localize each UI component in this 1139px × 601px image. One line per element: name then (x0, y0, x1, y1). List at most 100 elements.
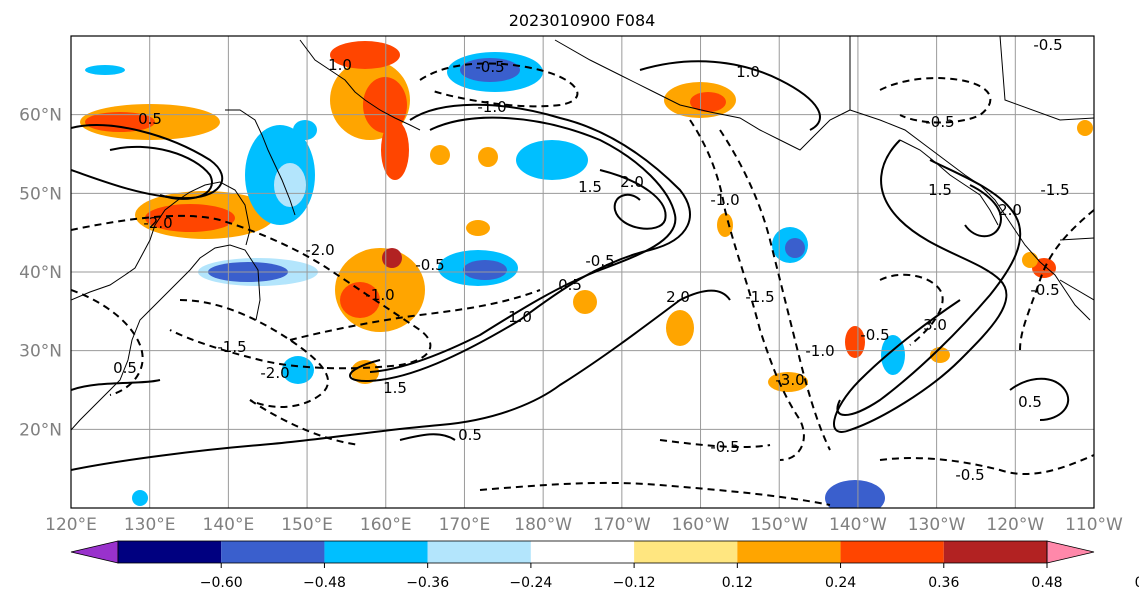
longitude-tick-label: 160°W (672, 515, 730, 535)
contour-label: -1.0 (710, 191, 739, 209)
colorbar-tick-label: 0.12 (722, 575, 753, 591)
contour-label: 1.5 (578, 178, 602, 196)
contour-label: -1.5 (1040, 181, 1069, 199)
anomaly-patch (825, 480, 885, 508)
anomaly-patch (466, 220, 490, 236)
colorbar-segment (118, 541, 222, 563)
anomaly-patch (382, 248, 402, 268)
map-area: 0.5 1.0 -0.5 -1.0 1.0 -0.5 -0.5 -2.0 -2.0 -0.5 -1.… (71, 36, 1094, 508)
colorbar-tick-labels: −0.60 −0.48 −0.36 −0.24 −0.12 0.12 0.24 0.36 0.4… (200, 563, 1139, 591)
colorbar-segment (324, 541, 428, 563)
anomaly-patch (85, 112, 155, 132)
anomaly-patch (293, 120, 317, 140)
colorbar-segment (427, 541, 531, 563)
contour-label: -1.0 (365, 286, 394, 304)
longitude-tick-label: 170°W (593, 515, 651, 535)
latitude-tick-label: 60°N (19, 106, 62, 126)
anomaly-patch (463, 260, 507, 280)
longitude-tick-label: 140°E (203, 515, 255, 535)
anomaly-patch (351, 360, 379, 384)
contour-label: 2.0 (666, 288, 690, 306)
contour-labels: 0.5 1.0 -0.5 -1.0 1.0 -0.5 -0.5 -2.0 -2.0 -0.5 -1.… (113, 36, 1070, 484)
contour-label: -1.0 (477, 98, 506, 116)
longitude-tick-label: 110°W (1065, 515, 1123, 535)
latitude-tick-label: 20°N (19, 420, 62, 440)
colorbar-tick-label: −0.12 (613, 575, 656, 591)
anomaly-patch (478, 147, 498, 167)
colorbar-extend-high (1046, 540, 1095, 564)
coastlines (71, 36, 1094, 431)
contour-label: 0.5 (558, 276, 582, 294)
anomaly-patch (381, 120, 409, 180)
colorbar-segment (840, 541, 944, 563)
gridlines (71, 36, 1094, 508)
colorbar-extend-low (70, 540, 119, 564)
contour-label: -2.0 (305, 241, 334, 259)
anomaly-patch (132, 490, 148, 506)
anomaly-patch (430, 145, 450, 165)
contour-label: -0.5 (1030, 281, 1059, 299)
contour-label: -1.5 (217, 338, 246, 356)
contour-label: -0.5 (475, 58, 504, 76)
anomaly-patch (717, 213, 733, 237)
anomaly-patch (330, 41, 400, 69)
contour-label: 3.0 (923, 316, 947, 334)
longitude-tick-label: 130°E (124, 515, 176, 535)
latitude-labels: 20°N 30°N 40°N 50°N 60°N (19, 106, 62, 441)
colorbar-segment (221, 541, 325, 563)
anomaly-patch (145, 204, 235, 232)
anomaly-patch (573, 290, 597, 314)
contour-label: -2.0 (260, 364, 289, 382)
contour-label: -3.0 (775, 371, 804, 389)
colorbar-tick-label: 0.36 (928, 575, 959, 591)
longitude-tick-label: 120°E (45, 515, 97, 535)
colorbar-tick-label: −0.60 (200, 575, 243, 591)
anomaly-patch (785, 238, 805, 258)
anomaly-patch (516, 140, 588, 180)
longitude-tick-label: 120°W (986, 515, 1044, 535)
colorbar-tick-label: 0.24 (825, 575, 856, 591)
latitude-tick-label: 30°N (19, 342, 62, 362)
colorbar-segment (737, 541, 841, 563)
contour-label: -0.5 (415, 256, 444, 274)
map-frame (70, 35, 1095, 509)
longitude-tick-label: 140°W (829, 515, 887, 535)
contour-label: -1.0 (805, 342, 834, 360)
contour-label: 0.5 (113, 359, 137, 377)
contour-label: -0.5 (955, 466, 984, 484)
anomaly-patch (666, 310, 694, 346)
colorbar (70, 540, 1095, 564)
colorbar-tick-label: 0.48 (1031, 575, 1062, 591)
longitude-labels: 120°E 130°E 140°E 150°E 160°E 170°E 180°W 170°W… (45, 515, 1123, 535)
anomaly-patch (690, 92, 726, 112)
colorbar-segment (530, 541, 635, 563)
contour-label: 0.5 (458, 426, 482, 444)
anomaly-patch (845, 326, 865, 358)
contour-label: -0.5 (1033, 36, 1062, 54)
longitude-tick-label: 130°W (908, 515, 966, 535)
anomaly-patch (1022, 252, 1038, 268)
map-title: 2023010900 F084 (509, 11, 656, 30)
anomaly-patch (768, 372, 808, 392)
longitude-tick-label: 160°E (360, 515, 412, 535)
contour-label: -2.0 (143, 214, 172, 232)
colorbar-tick-label: −0.48 (303, 575, 346, 591)
longitude-tick-label: 170°E (439, 515, 491, 535)
colorbar-tick-label: −0.24 (509, 575, 552, 591)
latitude-tick-label: 50°N (19, 184, 62, 204)
contour-label: 1.0 (736, 63, 760, 81)
anomaly-patch (340, 282, 380, 318)
contour-label: -0.5 (860, 326, 889, 344)
colorbar-segment (943, 541, 1047, 563)
contour-label: 0.5 (138, 110, 162, 128)
contour-label: -1.5 (745, 288, 774, 306)
contour-lines (71, 60, 1094, 506)
anomaly-patch (85, 65, 125, 75)
anomaly-patch (282, 356, 314, 384)
latitude-tick-label: 40°N (19, 263, 62, 283)
contour-label: 0.5 (1018, 393, 1042, 411)
longitude-tick-label: 150°E (281, 515, 333, 535)
contour-label: 2.0 (998, 201, 1022, 219)
contour-label: 1.5 (928, 181, 952, 199)
